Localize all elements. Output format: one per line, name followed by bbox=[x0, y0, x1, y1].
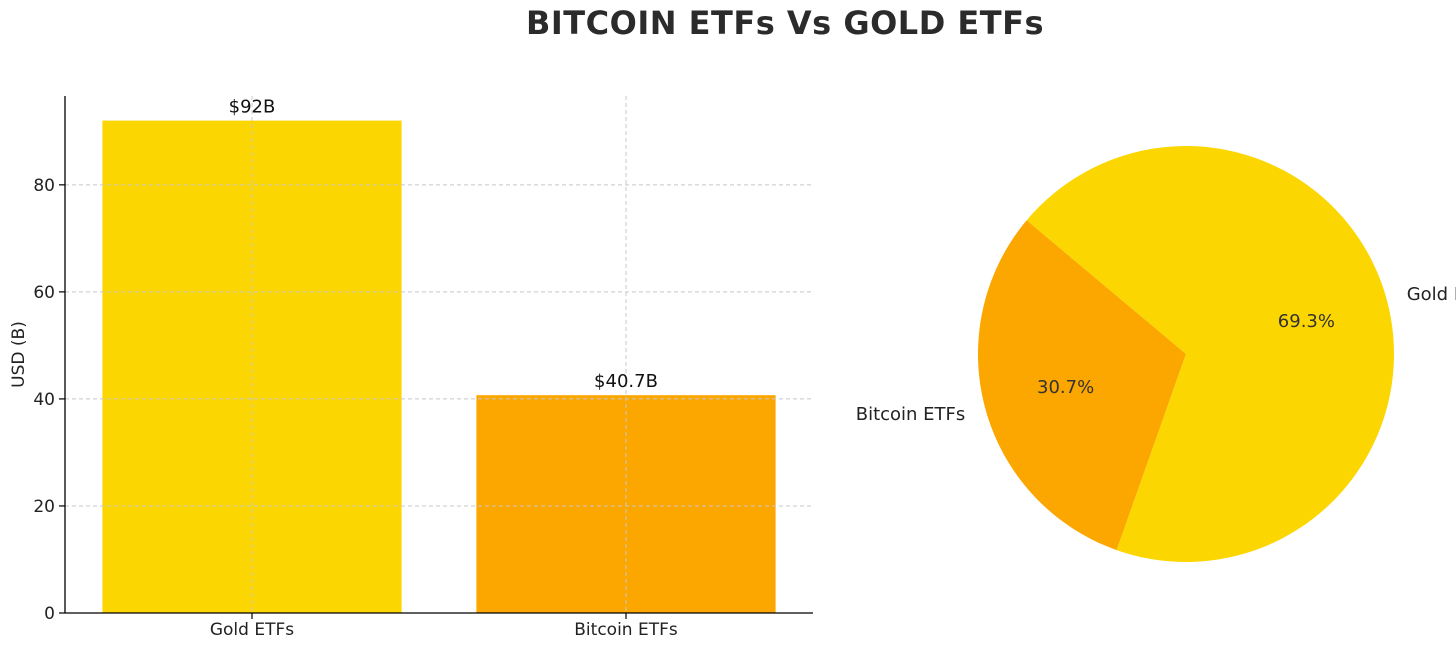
pie-pct-label-0: 30.7% bbox=[1037, 377, 1094, 398]
bar-value-label-1: $40.7B bbox=[594, 371, 658, 392]
y-tick-label-1: 20 bbox=[33, 497, 55, 517]
pie-chart: 30.7% Bitcoin ETFs 69.3% Gold ETFs bbox=[856, 145, 1456, 562]
pie-pct-label-1: 69.3% bbox=[1278, 311, 1335, 332]
pie-label-1: Gold ETFs bbox=[1407, 284, 1456, 305]
y-tick-label-3: 60 bbox=[33, 283, 55, 303]
pie-slice-0 bbox=[978, 220, 1186, 551]
y-tick-label-4: 80 bbox=[33, 176, 55, 196]
y-tick-label-2: 40 bbox=[33, 390, 55, 410]
bar-value-label-0: $92B bbox=[229, 97, 276, 118]
x-tick-label-0: Gold ETFs bbox=[210, 620, 294, 640]
pie-slice-1 bbox=[1026, 145, 1394, 562]
pie-label-0: Bitcoin ETFs bbox=[856, 404, 966, 425]
bar-chart: 0 20 40 60 80 Gold ETFs Bitcoin ETFs $92B $40.7B… bbox=[9, 96, 813, 640]
y-tick-label-0: 0 bbox=[44, 604, 55, 624]
page-title: BITCOIN ETFs Vs GOLD ETFs bbox=[526, 4, 1044, 42]
x-tick-label-1: Bitcoin ETFs bbox=[574, 620, 678, 640]
y-axis-title: USD (B) bbox=[9, 321, 29, 388]
